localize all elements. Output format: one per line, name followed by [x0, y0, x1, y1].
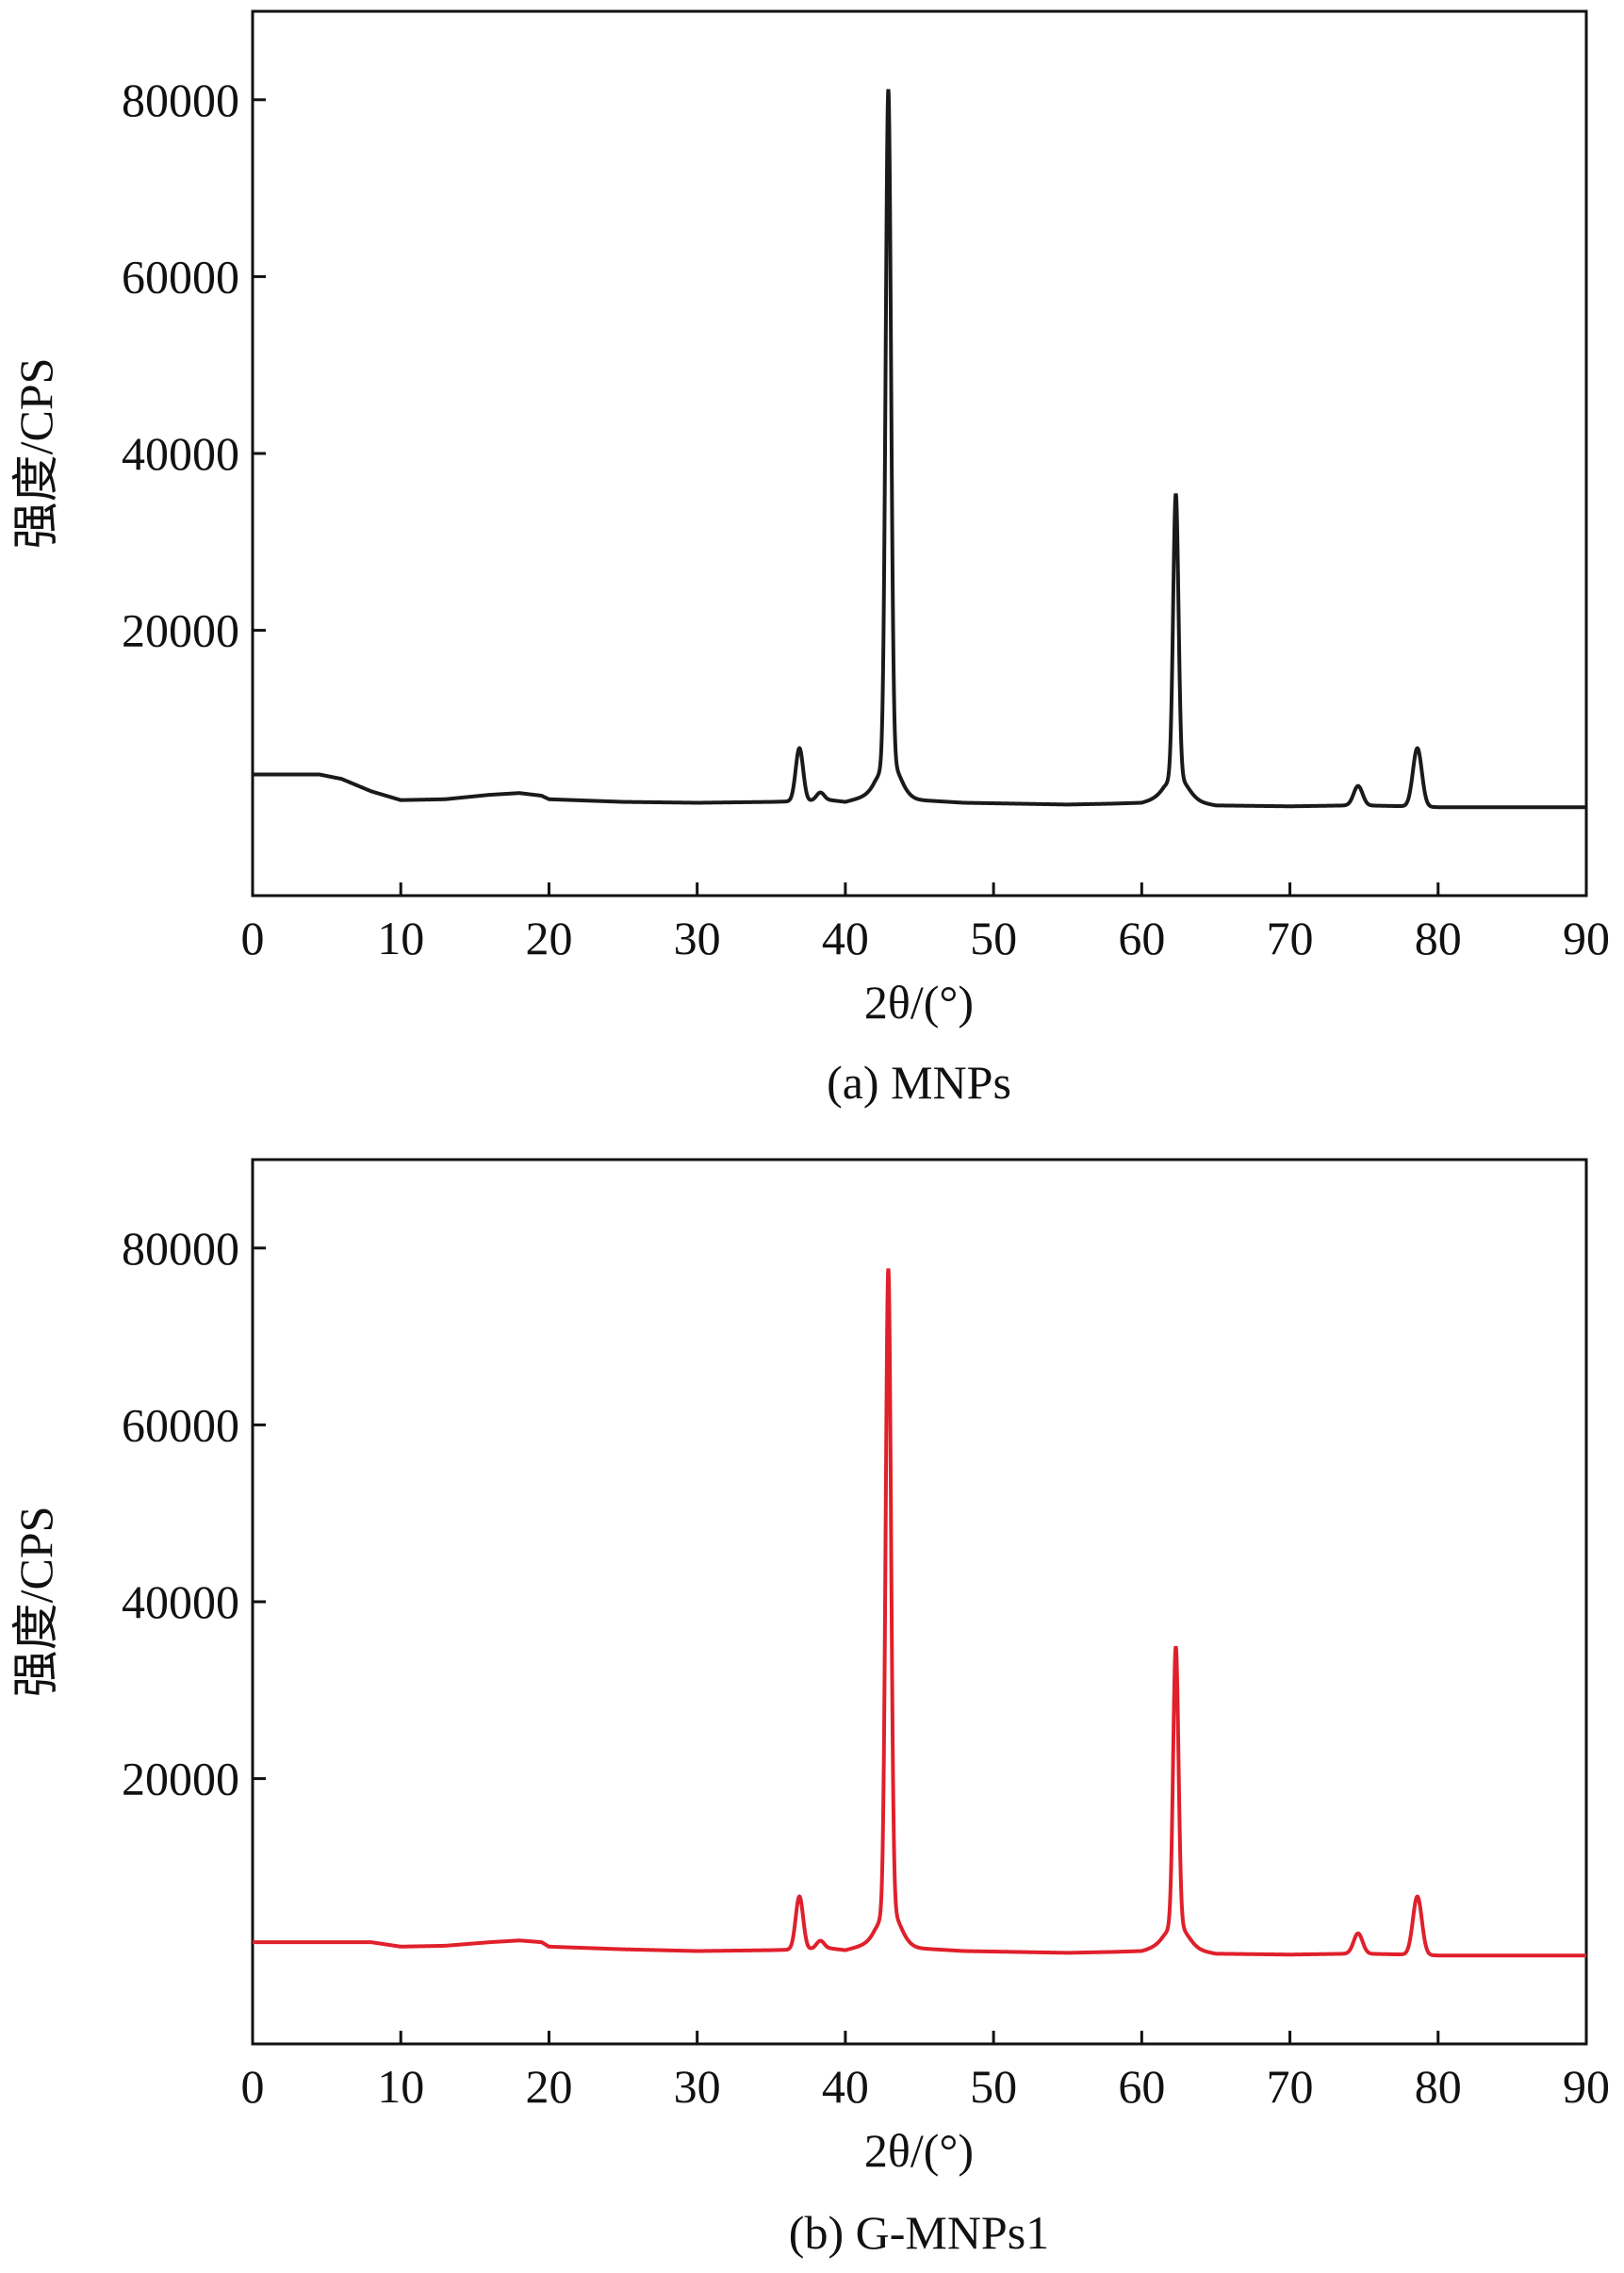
y-tick-labels: 20000 40000 60000 80000: [122, 1222, 239, 1805]
y-tick-label: 40000: [122, 1575, 239, 1628]
chart-panel-a: 0 10 20 30 40 50 60 70 80 90 20000 40000 60000 80000…: [9, 9, 1611, 1109]
x-tick-label: 80: [1415, 912, 1462, 964]
x-tick-label: 70: [1267, 912, 1314, 964]
x-tick-label: 90: [1563, 912, 1610, 964]
x-tick-label: 10: [377, 2060, 424, 2113]
panel-caption: (a) MNPs: [827, 1056, 1011, 1109]
x-tick-label: 30: [674, 912, 721, 964]
plot-frame: [251, 1158, 1588, 2046]
x-axis-title: 2θ/(°): [864, 2124, 974, 2177]
y-tick-label: 60000: [122, 1398, 239, 1451]
diffraction-curve: [253, 89, 1586, 810]
x-tick-label: 50: [970, 912, 1017, 964]
x-tick-label: 70: [1267, 2060, 1314, 2113]
x-tick-label: 40: [822, 912, 869, 964]
y-tick-labels: 20000 40000 60000 80000: [122, 74, 239, 657]
x-tick-label: 80: [1415, 2060, 1462, 2113]
x-tick-label: 0: [241, 2060, 265, 2113]
tick-marks: [251, 98, 1588, 896]
x-tick-label: 10: [377, 912, 424, 964]
chart-panel-b: 0 10 20 30 40 50 60 70 80 90 20000 40000 60000 80000…: [9, 1158, 1611, 2259]
x-tick-label: 30: [674, 2060, 721, 2113]
x-tick-labels: 0 10 20 30 40 50 60 70 80 90: [241, 2060, 1611, 2113]
plot-frame: [251, 9, 1588, 898]
y-axis-title: 强度/CPS: [9, 358, 62, 550]
x-tick-labels: 0 10 20 30 40 50 60 70 80 90: [241, 912, 1611, 964]
x-tick-label: 60: [1118, 2060, 1165, 2113]
x-tick-label: 60: [1118, 912, 1165, 964]
x-axis-title: 2θ/(°): [864, 976, 974, 1029]
x-tick-label: 50: [970, 2060, 1017, 2113]
x-tick-label: 90: [1563, 2060, 1610, 2113]
x-tick-label: 20: [525, 912, 572, 964]
x-tick-label: 0: [241, 912, 265, 964]
x-tick-label: 20: [525, 2060, 572, 2113]
y-tick-label: 80000: [122, 1222, 239, 1275]
y-tick-label: 40000: [122, 427, 239, 480]
y-tick-label: 20000: [122, 1753, 239, 1805]
x-tick-label: 40: [822, 2060, 869, 2113]
tick-marks: [251, 1246, 1588, 2044]
y-tick-label: 60000: [122, 250, 239, 303]
diffraction-curve: [253, 1268, 1586, 1958]
y-tick-label: 20000: [122, 604, 239, 657]
y-tick-label: 80000: [122, 74, 239, 126]
y-axis-title: 强度/CPS: [9, 1507, 62, 1698]
panel-caption: (b) G-MNPs1: [789, 2206, 1049, 2259]
